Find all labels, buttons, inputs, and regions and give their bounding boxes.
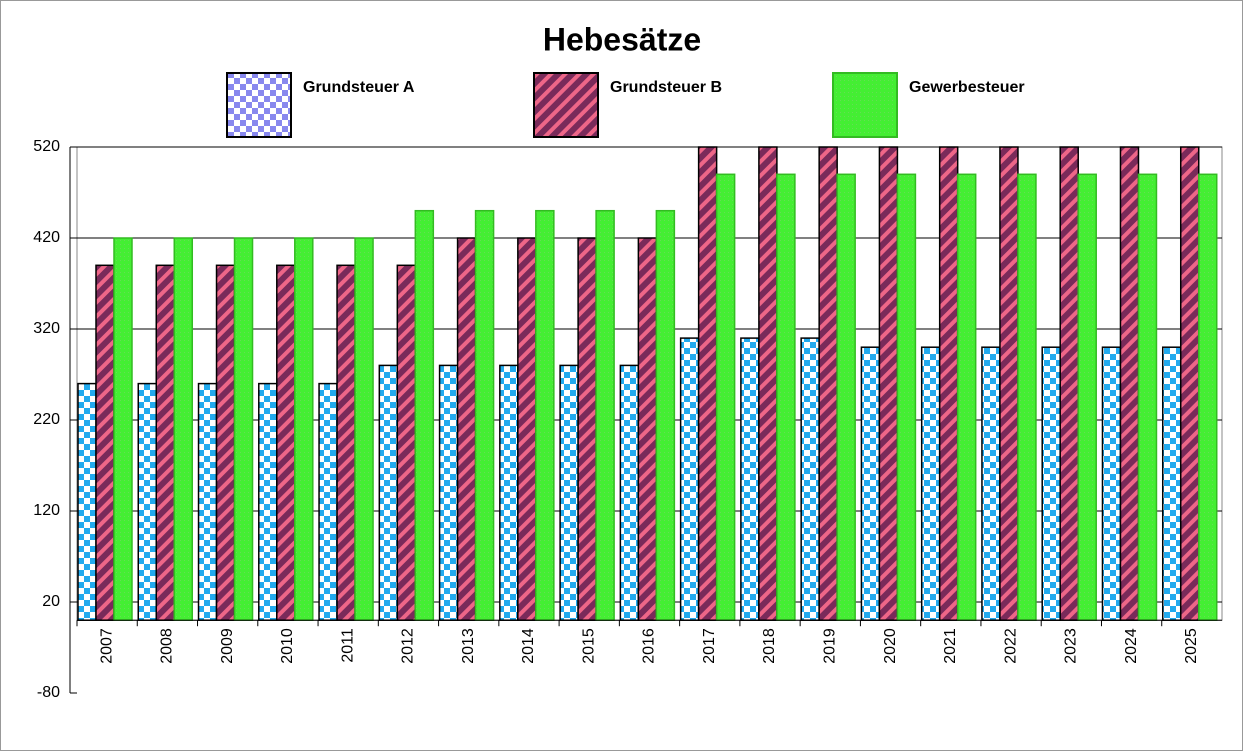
bar — [619, 364, 640, 621]
bar — [294, 237, 314, 621]
x-tick-label: 2013 — [460, 628, 477, 664]
bar — [818, 146, 838, 621]
bar — [715, 173, 736, 621]
bar — [1161, 346, 1182, 621]
bar — [276, 264, 296, 621]
bar — [938, 146, 959, 621]
legend-swatch — [533, 72, 599, 138]
chart-title: Hebesätze — [543, 21, 701, 57]
x-tick-label: 2023 — [1063, 628, 1080, 664]
x-tick-label: 2007 — [98, 628, 115, 664]
x-tick-label: 2021 — [942, 628, 959, 664]
y-tick-label: 120 — [33, 502, 60, 519]
bar — [836, 173, 856, 621]
bar — [878, 146, 899, 621]
bar — [95, 264, 115, 621]
bar — [499, 364, 519, 621]
bar — [1179, 146, 1200, 621]
x-tick-label: 2020 — [882, 628, 899, 664]
bar — [354, 237, 374, 621]
x-tick-label: 2019 — [822, 628, 839, 664]
bar — [577, 237, 597, 621]
bar — [535, 209, 555, 621]
bar — [414, 209, 435, 621]
bar — [655, 209, 676, 621]
legend-swatch — [832, 72, 898, 138]
bar — [1059, 146, 1079, 621]
x-tick-label: 2022 — [1002, 628, 1019, 664]
x-tick-label: 2014 — [520, 628, 537, 664]
bar — [1101, 346, 1122, 621]
bar — [258, 382, 278, 621]
bar — [197, 382, 218, 621]
bar — [999, 146, 1019, 621]
bar — [860, 346, 881, 621]
x-tick-label: 2010 — [279, 628, 296, 664]
y-tick-label: 20 — [42, 593, 60, 610]
x-tick-label: 2016 — [641, 628, 658, 664]
bar — [956, 173, 977, 621]
bar — [1077, 173, 1097, 621]
legend-label: Grundsteuer A — [303, 79, 415, 96]
x-tick-label: 2017 — [701, 628, 718, 664]
bar — [740, 337, 760, 621]
bar — [336, 264, 356, 621]
bar — [113, 237, 133, 621]
y-tick-label: 520 — [33, 138, 60, 155]
bar — [637, 237, 658, 621]
bar — [697, 146, 718, 621]
bar — [896, 173, 917, 621]
x-tick-label: 2025 — [1183, 628, 1200, 664]
bar — [800, 337, 820, 621]
x-tick-label: 2012 — [400, 628, 417, 664]
x-tick-label: 2009 — [219, 628, 236, 664]
y-tick-label: 320 — [33, 320, 60, 337]
bar — [1119, 146, 1140, 621]
bar — [595, 209, 615, 621]
bar — [233, 237, 254, 621]
bar — [1197, 173, 1218, 621]
bar — [396, 264, 417, 621]
y-tick-label: 220 — [33, 411, 60, 428]
legend-swatch — [226, 72, 292, 138]
bar — [77, 382, 97, 621]
y-tick-label: -80 — [37, 684, 60, 701]
bar — [776, 173, 796, 621]
bar — [1137, 173, 1158, 621]
bar — [679, 337, 700, 621]
x-tick-label: 2011 — [339, 628, 356, 663]
x-tick-label: 2018 — [761, 628, 778, 664]
bar — [318, 382, 338, 621]
bar — [378, 364, 399, 621]
bar — [981, 346, 1001, 621]
bar — [438, 364, 459, 621]
x-tick-label: 2015 — [580, 628, 597, 664]
bar — [559, 364, 579, 621]
bar — [215, 264, 236, 621]
bar — [456, 237, 477, 621]
legend-label: Gewerbesteuer — [909, 79, 1025, 96]
x-tick-label: 2024 — [1123, 628, 1140, 664]
bar — [173, 237, 194, 621]
bar — [474, 209, 495, 621]
y-tick-label: 420 — [33, 229, 60, 246]
bar — [1017, 173, 1037, 621]
bar — [137, 382, 158, 621]
bar — [920, 346, 941, 621]
bar — [155, 264, 176, 621]
bar — [1041, 346, 1061, 621]
x-tick-label: 2008 — [159, 628, 176, 664]
bar — [758, 146, 778, 621]
legend-label: Grundsteuer B — [610, 79, 722, 96]
bar — [517, 237, 537, 621]
